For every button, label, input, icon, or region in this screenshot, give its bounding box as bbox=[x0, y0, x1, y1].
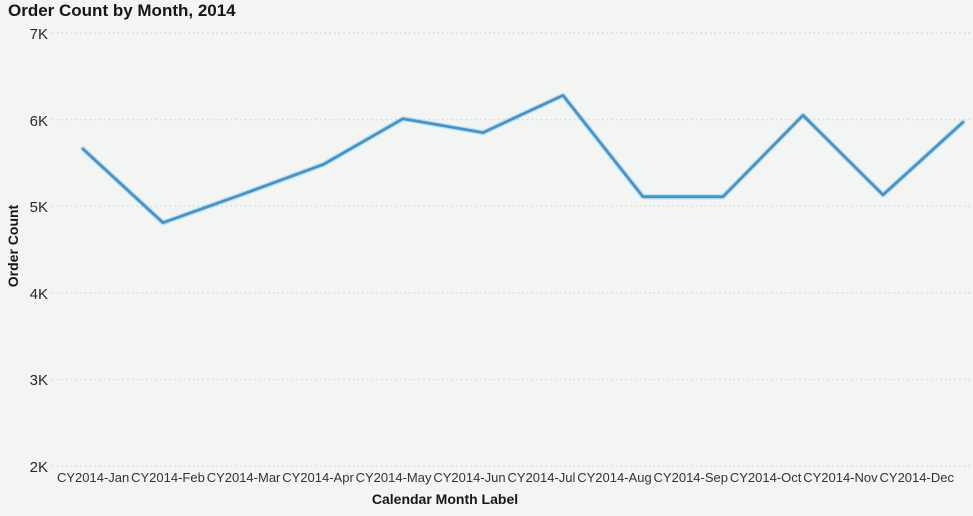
x-tick-label: CY2014-Mar bbox=[206, 470, 281, 485]
chart-title: Order Count by Month, 2014 bbox=[8, 1, 236, 20]
y-tick-label: 2K bbox=[29, 459, 48, 476]
x-tick-label: CY2014-Jun bbox=[433, 470, 506, 485]
x-axis-ticks: CY2014-Jan CY2014-Feb CY2014-Mar CY2014-Apr… bbox=[57, 470, 954, 485]
y-tick-label: 5K bbox=[29, 199, 48, 217]
y-axis-title: Order Count bbox=[5, 204, 21, 288]
x-tick-label: CY2014-Dec bbox=[879, 470, 954, 485]
x-tick-label: CY2014-Sep bbox=[653, 470, 728, 485]
x-tick-label: CY2014-Nov bbox=[803, 470, 878, 485]
x-tick-label: CY2014-Jan bbox=[57, 470, 130, 485]
y-tick-label: 6K bbox=[29, 112, 48, 130]
y-tick-label: 3K bbox=[29, 372, 48, 390]
x-axis-title: Calendar Month Label bbox=[371, 491, 519, 507]
x-tick-label: CY2014-Jul bbox=[507, 470, 576, 485]
x-tick-label: CY2014-Oct bbox=[729, 470, 802, 485]
x-tick-label: CY2014-Feb bbox=[131, 470, 205, 485]
order-count-line bbox=[81, 94, 965, 225]
y-tick-label: 4K bbox=[29, 285, 48, 303]
y-tick-label: 7K bbox=[29, 26, 48, 43]
x-tick-label: CY2014-Aug bbox=[577, 470, 652, 485]
x-tick-label: CY2014-Apr bbox=[282, 470, 354, 485]
x-tick-label: CY2014-May bbox=[355, 470, 432, 485]
